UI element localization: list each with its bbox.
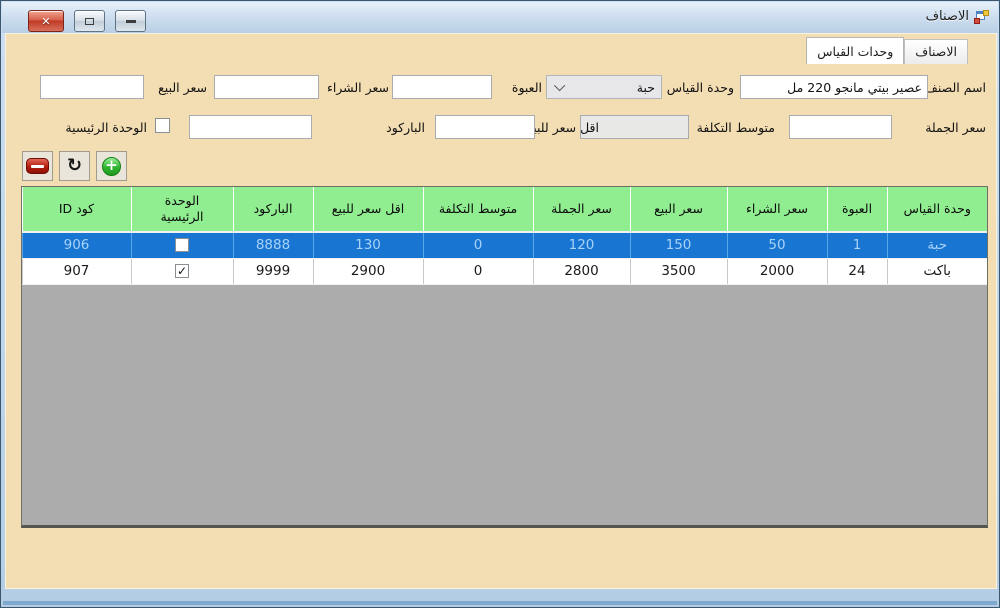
cell-purchase[interactable]: 50	[726, 232, 827, 259]
purchase-price-field[interactable]	[214, 75, 319, 99]
package-label: العبوة	[511, 80, 542, 95]
cell-package[interactable]: 24	[826, 258, 887, 285]
unit-combobox[interactable]: حبة	[546, 75, 662, 99]
min-sale-price-field[interactable]	[435, 115, 535, 139]
cell-avg-cost[interactable]: 0	[422, 258, 533, 285]
wholesale-price-field[interactable]	[789, 115, 892, 139]
app-form-icon	[974, 9, 989, 24]
units-datagrid: وحدة القياس العبوة سعر الشراء سعر البيع …	[21, 186, 988, 528]
col-header-sale[interactable]: سعر البيع	[629, 187, 727, 233]
col-header-id[interactable]: كود ID	[22, 187, 131, 233]
sale-price-label: سعر البيع	[158, 80, 207, 95]
min-sale-price-label: اقل سعر للبيع	[526, 120, 599, 135]
item-name-field[interactable]	[740, 75, 928, 99]
main-unit-label: الوحدة الرئيسية	[65, 120, 147, 135]
wholesale-price-label: سعر الجملة	[925, 120, 986, 135]
avg-cost-field	[580, 115, 689, 139]
cell-id[interactable]: 906	[22, 232, 131, 259]
barcode-field[interactable]	[189, 115, 312, 139]
col-header-barcode[interactable]: الباركود	[232, 187, 313, 233]
delete-button[interactable]	[22, 151, 53, 181]
unit-combobox-value: حبة	[636, 79, 655, 95]
cell-sale[interactable]: 150	[629, 232, 727, 259]
window-controls: ✕	[28, 10, 146, 32]
window-title: الاصناف	[925, 9, 969, 24]
col-header-avg-cost[interactable]: متوسط التكلفة	[422, 187, 533, 233]
cell-main-unit[interactable]	[130, 232, 233, 259]
grid-header-row: وحدة القياس العبوة سعر الشراء سعر البيع …	[22, 187, 987, 233]
cell-unit[interactable]: حبة	[886, 232, 987, 259]
tab-strip: الاصناف وحدات القياس	[806, 37, 968, 64]
table-row[interactable]: باكت 24 2000 3500 2800 0 2900 9999 907	[22, 258, 987, 285]
cell-main-unit[interactable]	[130, 258, 233, 285]
plus-icon: +	[102, 156, 121, 176]
unit-label: وحدة القياس	[666, 80, 734, 95]
main-unit-checkbox[interactable]	[155, 118, 170, 133]
sale-price-field[interactable]	[40, 75, 144, 99]
tab-units[interactable]: وحدات القياس	[806, 37, 905, 64]
window-title-group: الاصناف	[926, 9, 989, 24]
col-header-purchase[interactable]: سعر الشراء	[726, 187, 827, 233]
cell-wholesale[interactable]: 120	[532, 232, 630, 259]
purchase-price-label: سعر الشراء	[326, 80, 389, 95]
cell-package[interactable]: 1	[826, 232, 887, 259]
col-header-wholesale[interactable]: سعر الجملة	[532, 187, 630, 233]
col-header-min-sale[interactable]: اقل سعر للبيع	[312, 187, 423, 233]
cell-avg-cost[interactable]: 0	[422, 232, 533, 259]
chevron-down-icon	[553, 79, 566, 92]
toolbar: ↻ +	[22, 151, 127, 181]
cell-min-sale[interactable]: 130	[312, 232, 423, 259]
cell-min-sale[interactable]: 2900	[312, 258, 423, 285]
table-row[interactable]: حبة 1 50 150 120 0 130 8888 906	[22, 232, 987, 259]
col-header-package[interactable]: العبوة	[826, 187, 887, 233]
title-bar[interactable]: الاصناف ✕	[2, 2, 998, 33]
row-main-unit-checkbox[interactable]	[175, 264, 189, 278]
cell-barcode[interactable]: 8888	[232, 232, 313, 259]
add-button[interactable]: +	[96, 151, 127, 181]
package-field[interactable]	[392, 75, 492, 99]
refresh-button[interactable]: ↻	[59, 151, 90, 181]
units-table: وحدة القياس العبوة سعر الشراء سعر البيع …	[22, 187, 987, 285]
minimize-icon[interactable]	[115, 10, 146, 32]
tab-page-units: الاصناف وحدات القياس اسم الصنف وحدة القي…	[5, 33, 997, 589]
cell-barcode[interactable]: 9999	[232, 258, 313, 285]
cell-purchase[interactable]: 2000	[726, 258, 827, 285]
cell-sale[interactable]: 3500	[629, 258, 727, 285]
cell-unit[interactable]: باكت	[886, 258, 987, 285]
col-header-unit[interactable]: وحدة القياس	[886, 187, 987, 233]
cell-id[interactable]: 907	[22, 258, 131, 285]
tab-items[interactable]: الاصناف	[904, 39, 968, 64]
item-name-label: اسم الصنف	[924, 80, 986, 95]
avg-cost-label: متوسط التكلفة	[696, 120, 775, 135]
refresh-icon: ↻	[66, 155, 83, 176]
barcode-label: الباركود	[386, 120, 425, 135]
maximize-icon[interactable]	[74, 10, 105, 32]
close-icon[interactable]: ✕	[28, 10, 64, 32]
cell-wholesale[interactable]: 2800	[532, 258, 630, 285]
row-main-unit-checkbox[interactable]	[175, 238, 189, 253]
minus-icon	[26, 158, 49, 174]
col-header-main-unit[interactable]: الوحدة الرئيسية	[130, 187, 233, 233]
